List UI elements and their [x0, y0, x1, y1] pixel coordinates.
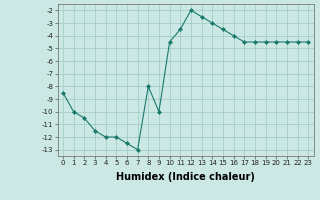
X-axis label: Humidex (Indice chaleur): Humidex (Indice chaleur) — [116, 172, 255, 182]
